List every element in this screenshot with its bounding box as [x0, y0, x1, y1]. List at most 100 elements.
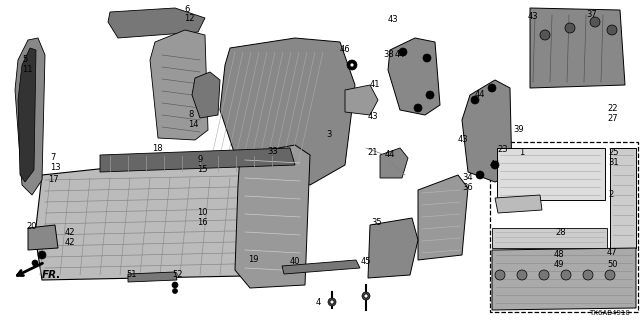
Text: 1: 1: [519, 148, 524, 157]
Text: 19: 19: [248, 255, 259, 264]
Polygon shape: [100, 148, 295, 172]
Text: 22: 22: [607, 104, 618, 113]
Text: 44: 44: [395, 50, 406, 59]
Text: 44: 44: [490, 160, 500, 169]
Circle shape: [32, 260, 38, 266]
Circle shape: [583, 270, 593, 280]
Circle shape: [330, 300, 334, 304]
Text: 21: 21: [367, 148, 378, 157]
Text: 36: 36: [462, 183, 473, 192]
Polygon shape: [15, 38, 45, 195]
Text: 44: 44: [385, 150, 396, 159]
Text: 31: 31: [608, 158, 619, 167]
Text: 39: 39: [513, 125, 524, 134]
Polygon shape: [388, 38, 440, 115]
Circle shape: [539, 270, 549, 280]
Circle shape: [605, 270, 615, 280]
Bar: [610, 148, 636, 248]
Circle shape: [362, 292, 370, 300]
Text: 13: 13: [50, 163, 61, 172]
Text: 35: 35: [371, 218, 381, 227]
Circle shape: [476, 171, 484, 179]
Polygon shape: [108, 8, 205, 38]
Text: 48: 48: [554, 250, 564, 259]
Circle shape: [607, 25, 617, 35]
Text: 7: 7: [50, 153, 56, 162]
Bar: [490, 142, 638, 312]
Text: 25: 25: [608, 148, 618, 157]
Text: FR.: FR.: [42, 270, 61, 280]
Text: 51: 51: [126, 270, 136, 279]
Text: 5: 5: [22, 55, 28, 64]
Polygon shape: [495, 195, 542, 213]
Circle shape: [172, 282, 178, 288]
Text: 20: 20: [26, 222, 36, 231]
Text: 2: 2: [608, 190, 613, 199]
Text: TX6AB4910: TX6AB4910: [589, 310, 630, 316]
Bar: [497, 148, 605, 200]
Text: 18: 18: [152, 144, 163, 153]
Polygon shape: [462, 80, 512, 182]
Circle shape: [38, 251, 46, 259]
Text: 8: 8: [188, 110, 193, 119]
Circle shape: [540, 30, 550, 40]
Text: 43: 43: [458, 135, 468, 144]
Text: 4: 4: [316, 298, 321, 307]
Polygon shape: [235, 145, 310, 288]
Polygon shape: [530, 8, 625, 88]
Text: 45: 45: [361, 257, 371, 266]
Polygon shape: [345, 85, 378, 115]
Text: 16: 16: [197, 218, 207, 227]
Text: 27: 27: [607, 114, 618, 123]
Text: 42: 42: [65, 238, 76, 247]
Circle shape: [561, 270, 571, 280]
Text: 37: 37: [586, 10, 596, 19]
Polygon shape: [380, 148, 408, 178]
Polygon shape: [18, 48, 36, 182]
Text: 46: 46: [340, 45, 351, 54]
Polygon shape: [368, 218, 418, 278]
Text: 12: 12: [184, 14, 195, 23]
Text: 50: 50: [607, 260, 618, 269]
Text: 52: 52: [172, 270, 182, 279]
Circle shape: [423, 54, 431, 62]
Text: 15: 15: [197, 165, 207, 174]
Text: 28: 28: [555, 228, 566, 237]
Text: 33: 33: [267, 147, 278, 156]
Text: 49: 49: [554, 260, 564, 269]
Circle shape: [328, 298, 336, 306]
Polygon shape: [282, 260, 360, 274]
Text: 38: 38: [383, 50, 394, 59]
Text: 11: 11: [22, 65, 33, 74]
Circle shape: [347, 60, 357, 70]
Circle shape: [173, 289, 177, 293]
Polygon shape: [128, 272, 177, 282]
Bar: [492, 228, 607, 248]
Text: 14: 14: [188, 120, 198, 129]
Text: 17: 17: [48, 175, 59, 184]
Text: 3: 3: [326, 130, 332, 139]
Text: 10: 10: [197, 208, 207, 217]
Text: 41: 41: [370, 80, 381, 89]
Circle shape: [426, 91, 434, 99]
Text: 40: 40: [290, 257, 301, 266]
Text: 42: 42: [65, 228, 76, 237]
Text: 9: 9: [197, 155, 202, 164]
Text: 34: 34: [462, 173, 472, 182]
Text: 47: 47: [607, 248, 618, 257]
Circle shape: [350, 63, 354, 67]
Polygon shape: [35, 155, 295, 280]
Polygon shape: [418, 175, 468, 260]
Text: 43: 43: [388, 15, 399, 24]
Polygon shape: [28, 225, 58, 250]
Circle shape: [495, 270, 505, 280]
Polygon shape: [192, 72, 220, 118]
Circle shape: [565, 23, 575, 33]
Circle shape: [399, 48, 407, 56]
Text: 44: 44: [475, 90, 486, 99]
Polygon shape: [220, 38, 355, 185]
Circle shape: [488, 84, 496, 92]
Circle shape: [414, 104, 422, 112]
Polygon shape: [150, 30, 208, 140]
Text: 43: 43: [528, 12, 539, 21]
